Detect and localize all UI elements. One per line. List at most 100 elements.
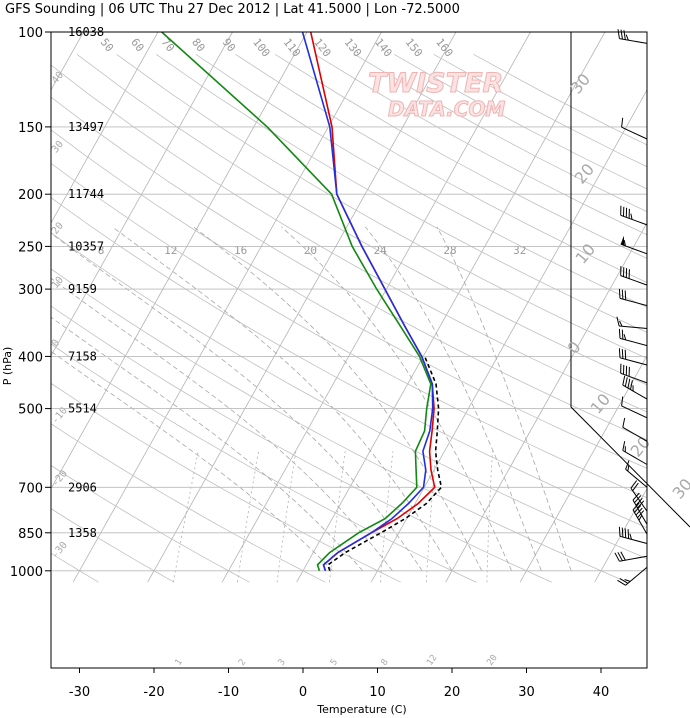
moist-adiabat-line — [436, 226, 572, 571]
dry-adiabat-line — [51, 268, 628, 583]
mixing-ratio-line — [276, 451, 297, 583]
moist-adiabat-line — [112, 226, 453, 572]
wind-barb — [618, 328, 648, 347]
wind-barb — [621, 117, 648, 140]
height-label: 13497 — [68, 120, 104, 134]
pressure-tick-label: 100 — [18, 26, 43, 41]
moist-adiabat-line — [193, 226, 483, 571]
dry-adiabat-line — [51, 232, 647, 560]
isotherm-label: 90 — [220, 36, 238, 54]
pressure-tick-label: 250 — [18, 240, 43, 255]
temperature-tick-label: 30 — [518, 685, 535, 700]
y-axis-label: P (hPa) — [1, 347, 14, 386]
wetbulb-label: 20 — [304, 244, 317, 257]
x-axis-label: Temperature (C) — [316, 703, 406, 716]
wind-barb — [617, 566, 648, 586]
isotherm-line — [296, 32, 606, 583]
pressure-tick-label: 700 — [18, 481, 43, 496]
height-label: 16038 — [68, 25, 104, 39]
mixing-ratio-label: 1 — [173, 658, 184, 668]
wind-barb — [622, 417, 648, 442]
wind-barb — [632, 502, 648, 535]
isotherm-line — [147, 32, 457, 583]
dry-adiabat-line — [51, 465, 250, 583]
height-label: 5514 — [68, 402, 97, 416]
wetbulb-label: 28 — [443, 244, 456, 257]
wind-barb — [620, 266, 648, 286]
moist-adiabat-line — [51, 232, 423, 572]
plot-frame — [51, 32, 647, 668]
height-label: 1358 — [68, 526, 97, 540]
wind-barb — [616, 316, 648, 329]
dry-adiabat-line — [51, 96, 647, 441]
isotherm-label: 50 — [98, 36, 116, 54]
profiles — [161, 32, 443, 572]
isotherm-label: 80 — [189, 36, 207, 54]
profile-line — [301, 32, 434, 572]
pressure-tick-label: 400 — [18, 350, 43, 365]
mixing-ratio-line — [172, 451, 199, 583]
mixing-ratio-label: 2 — [237, 658, 248, 668]
wind-barb — [620, 363, 648, 384]
wind-barb — [625, 460, 648, 488]
dry-adiabat-line — [76, 53, 647, 386]
dry-adiabat-line — [51, 129, 647, 469]
temperature-tick-label: 0 — [299, 685, 307, 700]
dry-adiabat-line — [51, 305, 552, 583]
mixing-ratio-label: 5 — [329, 658, 340, 668]
dry-adiabat-line — [51, 508, 175, 583]
wind-barb — [618, 288, 648, 307]
dry-adiabat-line — [51, 162, 647, 499]
wind-barb — [618, 526, 648, 544]
wetbulb-label: 24 — [374, 244, 388, 257]
moist-adiabat-line — [364, 226, 542, 571]
wind-barb — [621, 396, 648, 419]
background-lines — [0, 32, 647, 583]
profile-line — [161, 32, 432, 572]
isotherm-line — [0, 32, 9, 582]
height-label: 7158 — [68, 349, 97, 363]
wind-barb — [618, 348, 648, 366]
mixing-ratio-line — [329, 451, 346, 583]
temperature-tick-label: -20 — [143, 685, 164, 700]
isotherm-line — [370, 89, 647, 583]
dry-adiabat-line — [51, 64, 647, 413]
dry-adiabat-line — [51, 343, 477, 583]
dry-adiabat-line — [155, 53, 647, 333]
wind-barbs — [614, 29, 648, 668]
pressure-tick-label: 150 — [18, 121, 43, 136]
wetbulb-label: 16 — [234, 244, 247, 257]
wetbulb-label: 12 — [164, 244, 177, 257]
temperature-tick-label: -30 — [69, 685, 90, 700]
hodograph-border — [570, 32, 690, 528]
pressure-tick-label: 850 — [18, 527, 43, 542]
temperature-tick-label: 40 — [593, 685, 610, 700]
moist-adiabat-line — [51, 277, 393, 572]
height-label: 9159 — [68, 282, 97, 296]
isotherm-line — [51, 32, 233, 357]
dry-adiabat-line — [235, 53, 647, 284]
isotherm-label: 70 — [159, 36, 177, 54]
isotherm-line — [51, 32, 159, 224]
watermark-line2: DATA.COM — [388, 97, 505, 121]
pressure-tick-label: 300 — [18, 283, 43, 298]
plot-border — [50, 31, 648, 669]
wind-barb — [620, 205, 648, 226]
wind-barb — [622, 441, 648, 465]
mixing-ratio-line — [486, 451, 493, 583]
wind-barb — [614, 551, 648, 562]
pressure-tick-label: 500 — [18, 403, 43, 418]
pressure-tick-label: 1000 — [10, 565, 43, 580]
axes-labels: 1001502002503004005007008501000160381349… — [10, 25, 609, 700]
dry-adiabat-line — [195, 53, 647, 308]
moist-adiabat-line — [281, 226, 512, 571]
chart-title: GFS Sounding | 06 UTC Thu 27 Dec 2012 | … — [5, 2, 460, 17]
isotherm-line — [445, 222, 647, 583]
mixing-ratio-label: 8 — [379, 658, 390, 668]
temperature-tick-label: 20 — [444, 685, 461, 700]
moist-adiabat-line — [51, 316, 363, 572]
mixing-ratio-line — [425, 451, 437, 583]
wetbulb-label: 32 — [513, 244, 526, 257]
dry-adiabat-label: 0 — [50, 338, 62, 350]
watermark-line1: TWISTER — [368, 68, 503, 99]
